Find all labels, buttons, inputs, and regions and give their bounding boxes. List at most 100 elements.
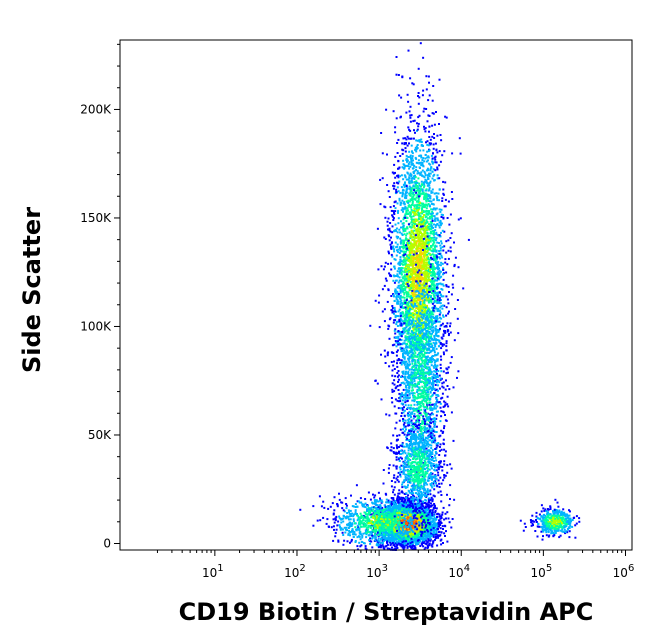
event-point (359, 523, 362, 526)
event-point (413, 506, 416, 509)
event-point (381, 512, 384, 515)
event-point (378, 540, 381, 543)
event-point (379, 506, 382, 509)
event-point (361, 505, 364, 508)
event-point (372, 530, 375, 533)
event-point (404, 524, 407, 527)
event-point (396, 544, 399, 546)
event-point (439, 539, 442, 542)
event-point (404, 527, 407, 530)
event-point (366, 508, 369, 511)
event-point (337, 520, 340, 523)
event-point (418, 500, 421, 503)
event-point (405, 540, 407, 543)
event-point (404, 515, 407, 518)
event-point (361, 522, 364, 525)
event-point (413, 545, 416, 548)
event-point (360, 517, 363, 519)
event-point (391, 369, 394, 372)
event-point (435, 231, 438, 234)
event-point (393, 511, 396, 514)
event-point (374, 536, 377, 539)
event-point (410, 509, 413, 512)
event-point (414, 538, 416, 540)
event-point (349, 518, 352, 521)
event-point (417, 159, 420, 162)
event-point (412, 533, 415, 536)
event-point (367, 517, 370, 520)
event-point (407, 199, 410, 202)
event-point (364, 525, 367, 528)
event-point (363, 511, 366, 514)
event-point (394, 521, 397, 523)
event-point (405, 270, 408, 273)
event-point (365, 517, 368, 520)
event-point (415, 543, 418, 546)
event-point (426, 275, 428, 278)
event-point (371, 523, 374, 525)
event-point (404, 401, 407, 404)
event-point (419, 527, 422, 530)
event-point (394, 519, 396, 522)
event-point (384, 518, 387, 521)
event-point (398, 504, 401, 507)
event-point (419, 532, 422, 535)
event-point (375, 539, 378, 542)
event-point (441, 525, 444, 528)
event-point (358, 501, 361, 504)
event-point (332, 518, 335, 521)
event-point (431, 504, 434, 507)
event-point (352, 515, 355, 518)
event-point (349, 534, 351, 537)
event-point (390, 525, 393, 528)
event-point (352, 518, 355, 521)
event-point (344, 531, 347, 534)
event-point (381, 542, 384, 545)
event-point (427, 301, 430, 304)
event-point (341, 528, 344, 531)
event-point (406, 499, 409, 502)
event-point (410, 514, 413, 516)
event-point (413, 539, 416, 542)
event-point (316, 519, 319, 522)
event-point (367, 511, 370, 514)
event-point (424, 513, 427, 516)
event-point (383, 513, 386, 516)
event-point (386, 506, 389, 509)
event-point (402, 508, 405, 511)
event-point (435, 507, 438, 510)
event-point (339, 528, 342, 531)
event-point (441, 154, 444, 157)
event-point (432, 517, 435, 520)
event-point (398, 94, 401, 97)
event-point (387, 524, 389, 527)
event-point (423, 198, 426, 201)
event-point (383, 504, 386, 507)
event-point (422, 545, 425, 548)
event-point (402, 529, 404, 532)
event-point (394, 510, 397, 513)
event-point (396, 525, 399, 528)
event-point (374, 494, 377, 497)
event-point (430, 513, 432, 516)
event-point (381, 534, 384, 537)
event-point (396, 504, 399, 507)
event-point (423, 538, 426, 541)
event-point (375, 510, 378, 513)
event-point (387, 509, 390, 512)
event-point (438, 150, 441, 153)
event-point (374, 506, 377, 509)
event-point (347, 523, 350, 525)
event-point (437, 536, 440, 539)
event-point (373, 525, 376, 528)
event-point (412, 505, 415, 508)
event-point (404, 539, 406, 541)
event-point (399, 516, 402, 519)
event-point (411, 514, 414, 517)
event-point (383, 510, 386, 513)
event-point (407, 541, 410, 544)
event-point (406, 513, 409, 516)
event-point (413, 524, 416, 527)
event-point (394, 542, 397, 545)
event-point (377, 491, 380, 494)
